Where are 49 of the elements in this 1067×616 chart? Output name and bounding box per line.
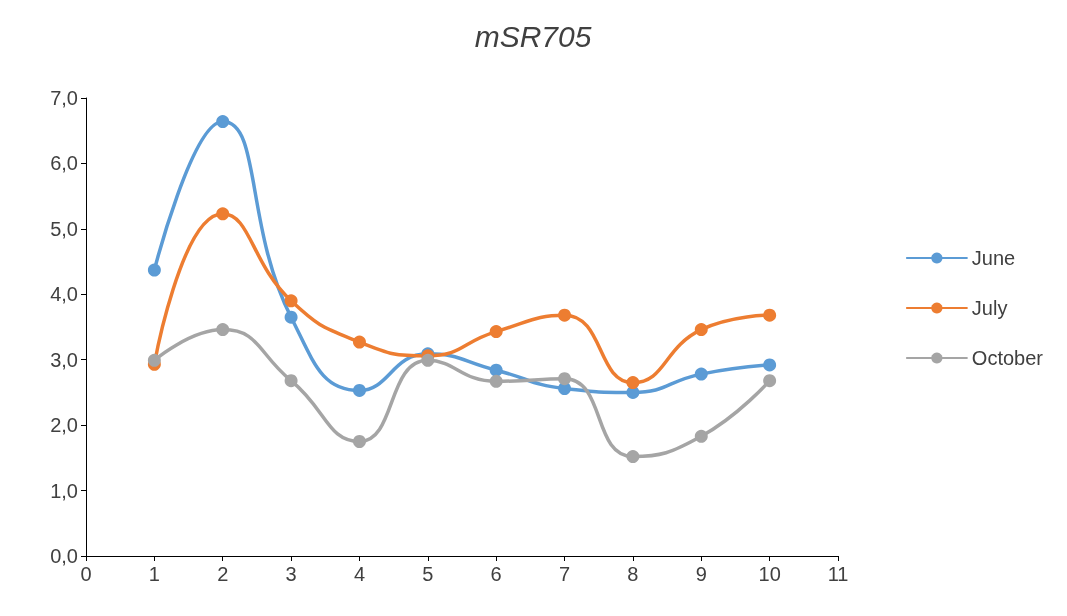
x-tick-label: 5 [422,563,434,585]
point [558,308,572,322]
point [147,353,161,367]
x-tick-label: 6 [490,563,502,585]
point [352,383,366,397]
chart-title: mSR705 [474,19,592,53]
point [352,435,366,448]
point [763,308,777,322]
x-tick-label: 1 [148,563,160,585]
point [558,372,572,386]
point [284,374,298,388]
point [216,323,230,337]
y-tick-label: 2,0 [50,414,78,437]
y-tick-label: 0,0 [50,545,78,567]
x-tick-label: 10 [758,563,781,585]
x-tick-label: 11 [827,563,849,585]
point [694,323,708,337]
x-tick-label: 4 [353,563,366,585]
x-tick-label: 8 [627,563,639,585]
point [763,358,777,372]
y-tick-label: 5,0 [50,217,78,240]
point [694,429,708,443]
point [763,374,777,388]
legend-label: October [971,347,1044,369]
x-tick-label: 0 [80,563,92,585]
point [489,374,503,388]
y-tick-label: 7,0 [50,87,78,109]
y-tick-label: 4,0 [50,283,78,306]
point [694,367,708,381]
point [626,376,640,390]
legend-label: July [971,297,1008,319]
point [421,353,435,367]
x-tick-label: 9 [695,563,707,585]
point [352,335,366,349]
x-tick-label: 3 [285,563,297,585]
point [626,450,640,464]
y-tick-label: 3,0 [50,348,78,371]
x-tick-label: 7 [558,563,571,585]
point [489,363,503,377]
x-tick-label: 2 [217,563,229,585]
point [284,294,298,308]
point [489,325,503,339]
point [284,310,298,324]
y-tick-label: 1,0 [50,479,78,502]
point [147,263,161,277]
point [216,115,230,129]
point [216,207,230,221]
y-tick-label: 6,0 [50,152,78,175]
legend-label: June [971,247,1016,269]
